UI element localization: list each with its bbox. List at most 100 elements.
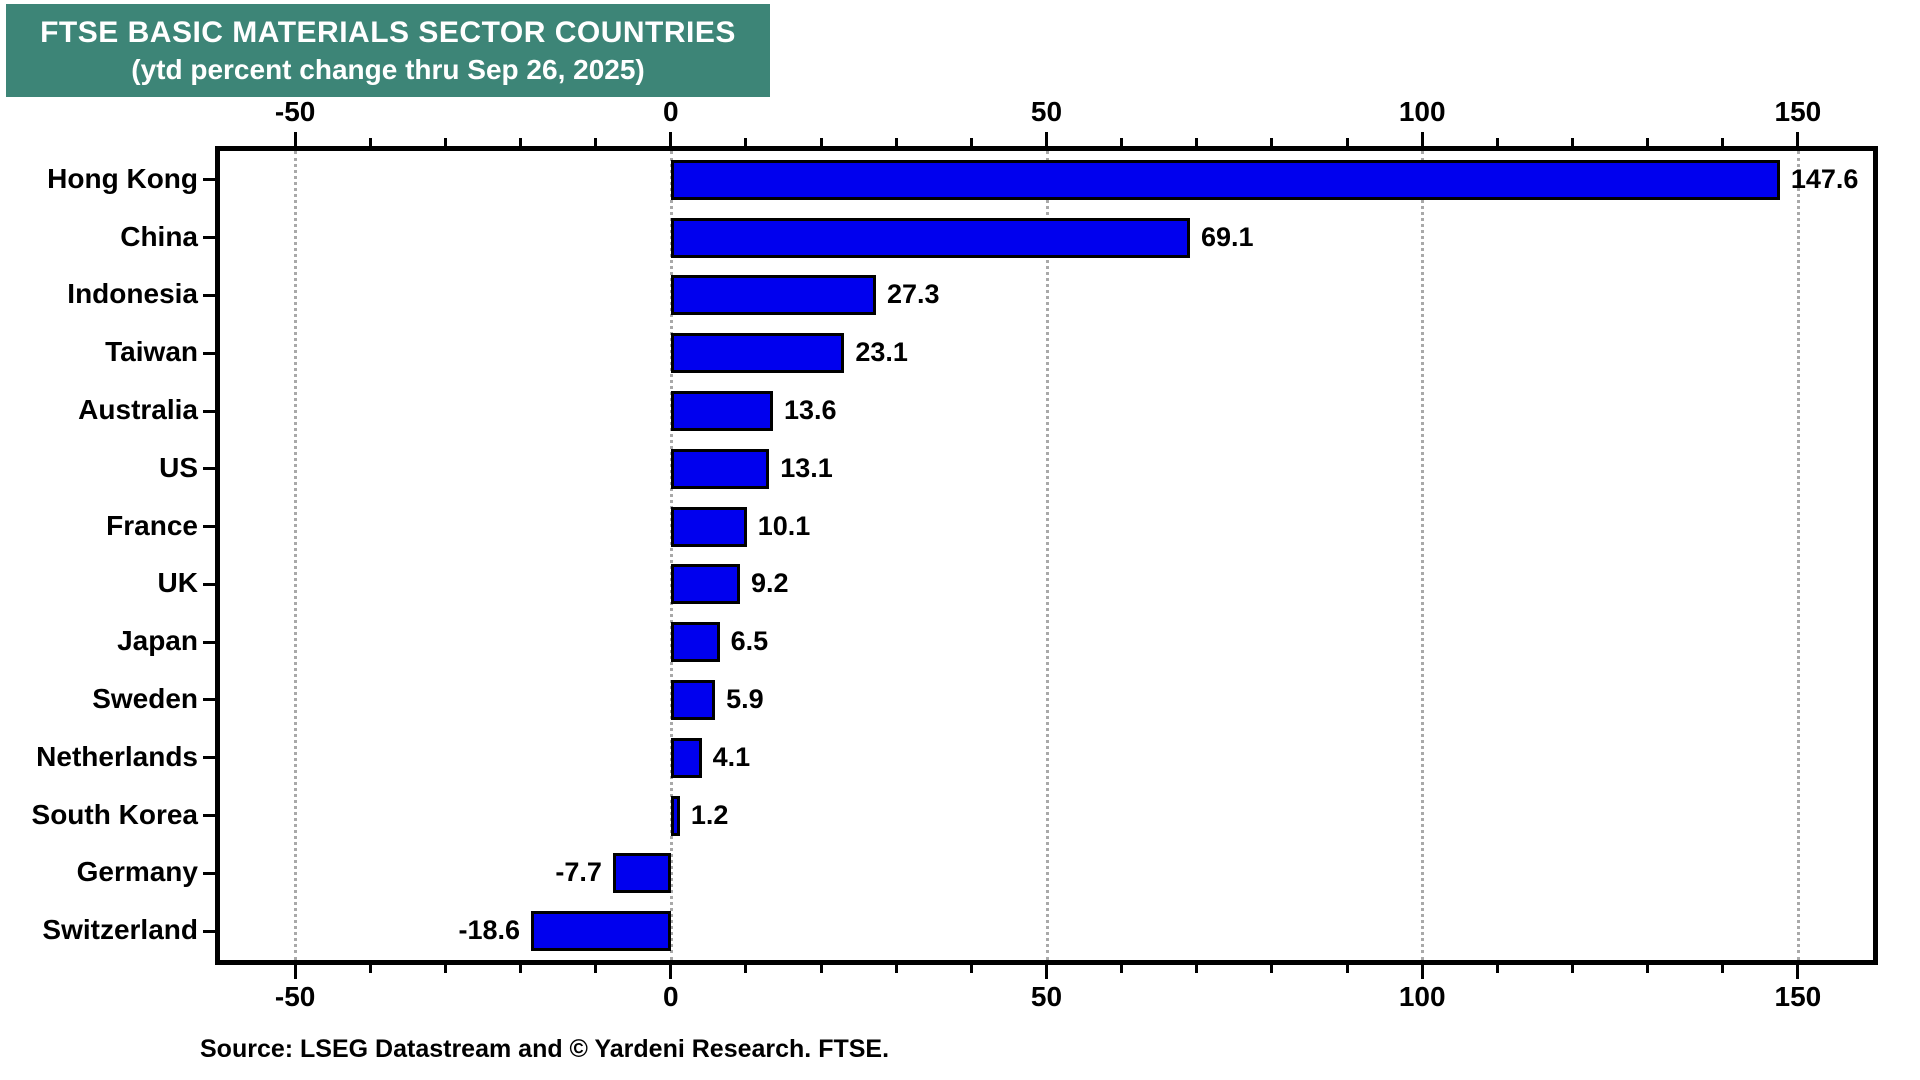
- gridline-150: [1796, 151, 1800, 960]
- minor-tick-bottom--40: [368, 965, 372, 973]
- category-tick-uk: [203, 582, 215, 586]
- category-tick-germany: [203, 871, 215, 875]
- category-label-switzerland: Switzerland: [42, 914, 198, 946]
- major-tick-top-100: [1420, 132, 1424, 146]
- minor-tick-top-20: [819, 138, 823, 146]
- minor-tick-bottom-120: [1570, 965, 1574, 973]
- bar-australia: [670, 391, 773, 432]
- bar-value-uk: 9.2: [750, 568, 789, 599]
- minor-tick-top--30: [443, 138, 447, 146]
- minor-tick-top-30: [894, 138, 898, 146]
- category-tick-netherlands: [203, 756, 215, 760]
- category-label-germany: Germany: [76, 856, 198, 888]
- bar-value-indonesia: 27.3: [886, 279, 940, 310]
- bar-value-france: 10.1: [757, 510, 811, 541]
- category-tick-australia: [203, 409, 215, 413]
- x-axis-label-bottom-150: 150: [1774, 981, 1822, 1012]
- minor-tick-bottom-40: [969, 965, 973, 973]
- bar-us: [670, 448, 770, 489]
- plot-frame: [215, 146, 1878, 965]
- bar-value-china: 69.1: [1201, 221, 1254, 252]
- minor-tick-bottom-80: [1270, 965, 1274, 973]
- minor-tick-top-130: [1646, 138, 1650, 146]
- minor-tick-top-90: [1345, 138, 1349, 146]
- source-attribution: Source: LSEG Datastream and © Yardeni Re…: [200, 1035, 890, 1063]
- bar-value-us: 13.1: [780, 452, 833, 483]
- bar-taiwan: [670, 333, 845, 374]
- major-tick-top-50: [1045, 132, 1048, 146]
- minor-tick-bottom--20: [519, 965, 523, 973]
- major-tick-top-150: [1796, 132, 1800, 146]
- category-label-us: US: [159, 451, 198, 483]
- minor-tick-top-10: [744, 138, 748, 146]
- bar-hong-kong: [670, 159, 1780, 200]
- category-label-france: France: [106, 509, 198, 541]
- major-tick-top--50: [293, 132, 297, 146]
- bar-value-netherlands: 4.1: [712, 741, 751, 772]
- minor-tick-bottom-130: [1646, 965, 1650, 973]
- minor-tick-top-60: [1120, 138, 1124, 146]
- gridline-50: [1045, 151, 1049, 960]
- minor-tick-bottom-110: [1495, 965, 1499, 973]
- bar-sweden: [670, 679, 716, 720]
- minor-tick-bottom-140: [1721, 965, 1725, 973]
- major-tick-bottom-0: [669, 965, 673, 979]
- category-tick-indonesia: [203, 293, 215, 297]
- minor-tick-bottom-60: [1120, 965, 1124, 973]
- minor-tick-top-80: [1270, 138, 1274, 146]
- category-label-indonesia: Indonesia: [67, 278, 198, 310]
- bar-value-taiwan: 23.1: [855, 337, 908, 368]
- chart-title: FTSE BASIC MATERIALS SECTOR COUNTRIES: [40, 15, 736, 49]
- category-label-south-korea: South Korea: [31, 798, 198, 830]
- major-tick-bottom-150: [1796, 965, 1800, 979]
- minor-tick-top-110: [1495, 138, 1499, 146]
- x-axis-label-top-100: 100: [1398, 96, 1446, 127]
- minor-tick-top--20: [519, 138, 523, 146]
- minor-tick-top-40: [969, 138, 973, 146]
- gridline--50: [294, 151, 298, 960]
- x-axis-label-bottom--50: -50: [274, 981, 316, 1012]
- minor-tick-top-70: [1195, 138, 1199, 146]
- major-tick-bottom-100: [1420, 965, 1424, 979]
- category-label-sweden: Sweden: [92, 682, 198, 714]
- category-label-china: China: [120, 220, 198, 252]
- bar-germany: [612, 853, 671, 894]
- bar-value-japan: 6.5: [730, 626, 769, 657]
- bar-netherlands: [670, 737, 702, 778]
- minor-tick-top--40: [368, 138, 372, 146]
- chart-title-box: FTSE BASIC MATERIALS SECTOR COUNTRIES (y…: [6, 4, 770, 97]
- category-tick-sweden: [203, 698, 215, 702]
- x-axis-label-top-150: 150: [1774, 96, 1822, 127]
- x-axis-label-bottom-100: 100: [1398, 981, 1446, 1012]
- category-label-uk: UK: [157, 567, 198, 599]
- bar-value-germany: -7.7: [555, 857, 602, 888]
- minor-tick-bottom-10: [744, 965, 748, 973]
- x-axis-label-bottom-50: 50: [1030, 981, 1063, 1012]
- chart-subtitle: (ytd percent change thru Sep 26, 2025): [131, 53, 645, 85]
- major-tick-bottom-50: [1045, 965, 1048, 979]
- minor-tick-top-140: [1721, 138, 1725, 146]
- bar-indonesia: [670, 275, 876, 316]
- category-tick-south-korea: [203, 814, 215, 818]
- bar-value-switzerland: -18.6: [458, 915, 521, 946]
- bar-switzerland: [531, 911, 671, 952]
- category-tick-france: [203, 525, 215, 529]
- x-axis-label-top-50: 50: [1030, 96, 1063, 127]
- major-tick-top-0: [669, 132, 673, 146]
- bar-value-south-korea: 1.2: [690, 799, 729, 830]
- category-tick-china: [203, 236, 215, 240]
- bar-value-australia: 13.6: [784, 395, 837, 426]
- category-tick-hong-kong: [203, 178, 215, 182]
- bar-value-sweden: 5.9: [726, 683, 764, 714]
- bar-value-hong-kong: 147.6: [1790, 163, 1859, 194]
- minor-tick-bottom-20: [819, 965, 823, 973]
- gridline-0: [669, 151, 673, 960]
- minor-tick-bottom-30: [894, 965, 898, 973]
- category-label-japan: Japan: [117, 625, 198, 657]
- category-label-hong-kong: Hong Kong: [47, 162, 198, 194]
- gridline-100: [1421, 151, 1425, 960]
- minor-tick-bottom-90: [1345, 965, 1349, 973]
- minor-tick-bottom--30: [443, 965, 447, 973]
- major-tick-bottom--50: [293, 965, 297, 979]
